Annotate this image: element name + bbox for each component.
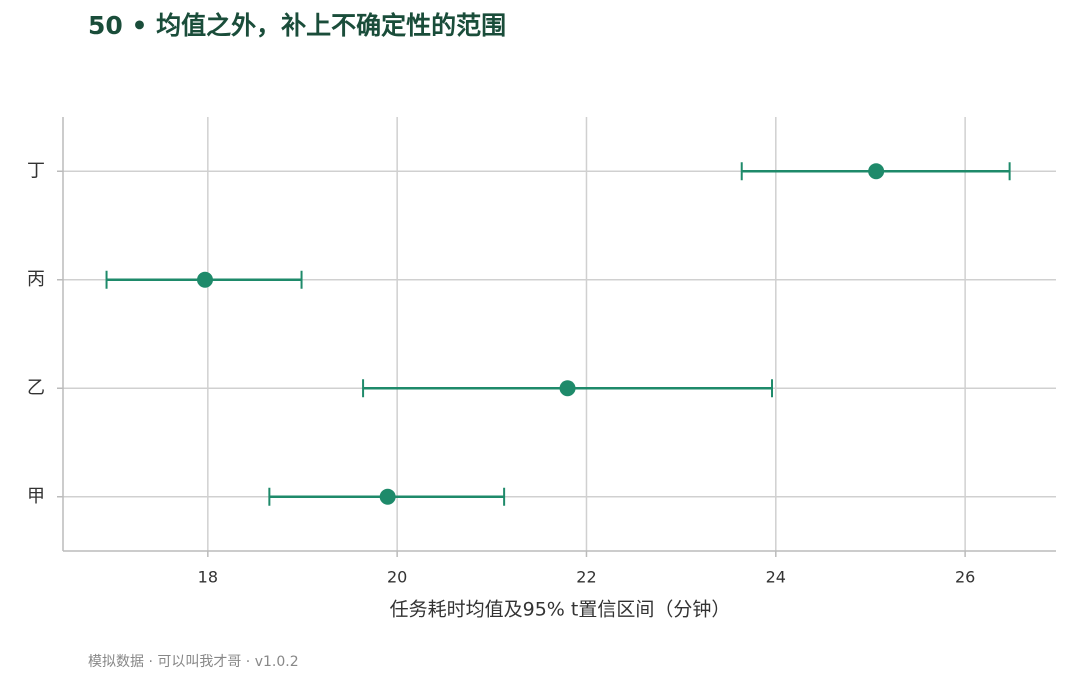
footer: 模拟数据 · 可以叫我才哥 · v1.0.2 — [88, 654, 299, 670]
y-tick-label: 丙 — [27, 269, 45, 290]
x-tick-label: 24 — [766, 568, 786, 587]
mean-point — [559, 380, 576, 397]
x-axis-label: 任务耗时均值及95% t置信区间（分钟） — [390, 599, 731, 621]
mean-point — [196, 271, 213, 288]
x-tick-label: 22 — [576, 568, 596, 587]
mean-point — [868, 163, 885, 180]
x-tick-label: 18 — [198, 568, 218, 587]
chart-title: 50 • 均值之外，补上不确定性的范围 — [88, 11, 506, 40]
y-tick-label: 甲 — [27, 486, 45, 507]
mean-point — [379, 488, 396, 505]
x-tick-label: 20 — [387, 568, 407, 587]
y-tick-label: 乙 — [27, 377, 45, 398]
y-tick-label: 丁 — [27, 160, 45, 181]
x-tick-label: 26 — [955, 568, 975, 587]
